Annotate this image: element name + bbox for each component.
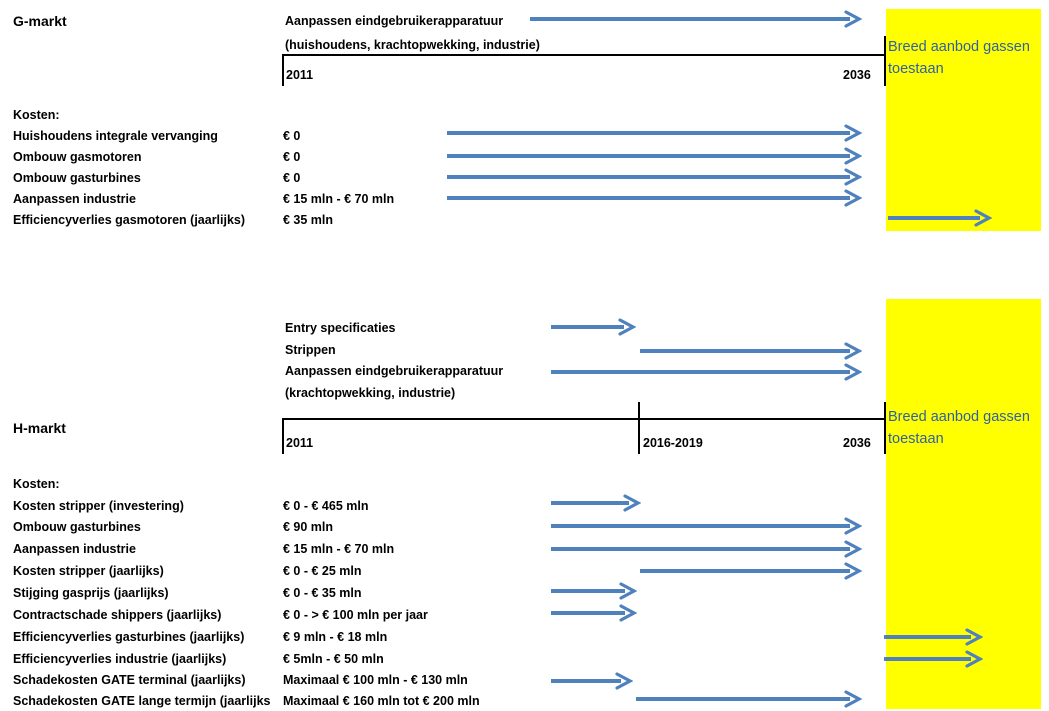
g-cost-value: € 35 mln bbox=[283, 213, 334, 227]
g-market-timeline-start-tick bbox=[282, 54, 284, 86]
g-cost-value: € 0 bbox=[283, 171, 301, 185]
arrow-shaft bbox=[447, 175, 850, 179]
h-cost-label: Schadekosten GATE lange termijn (jaarlij… bbox=[13, 694, 271, 708]
arrow-shaft bbox=[447, 131, 850, 135]
arrow-shaft bbox=[551, 524, 850, 528]
arrow-head-icon bbox=[844, 168, 862, 186]
arrow-head-icon bbox=[844, 363, 862, 381]
arrow-shaft bbox=[447, 196, 850, 200]
arrow-shaft bbox=[551, 547, 850, 551]
g-market-year-start: 2011 bbox=[286, 68, 314, 82]
g-cost-label: Efficiencyverlies gasmotoren (jaarlijks) bbox=[13, 213, 246, 227]
h-cost-label: Schadekosten GATE terminal (jaarlijks) bbox=[13, 673, 246, 687]
arrow-head-icon bbox=[844, 124, 862, 142]
arrow-head-icon bbox=[619, 604, 637, 622]
g-cost-label: Ombouw gasturbines bbox=[13, 171, 141, 185]
h-market-year-end: 2036 bbox=[843, 436, 871, 450]
g-market-measure-line2: (huishoudens, krachtopwekking, industrie… bbox=[285, 38, 540, 52]
arrow-shaft bbox=[551, 370, 850, 374]
arrow-shaft bbox=[551, 589, 625, 593]
h-cost-value: € 15 mln - € 70 mln bbox=[283, 542, 395, 556]
arrow-shaft bbox=[551, 501, 629, 505]
h-cost-label: Stijging gasprijs (jaarlijks) bbox=[13, 586, 169, 600]
h-cost-label: Kosten stripper (investering) bbox=[13, 499, 184, 513]
h-market-title: H-markt bbox=[13, 420, 66, 436]
arrow-shaft bbox=[640, 349, 850, 353]
arrow-head-icon bbox=[619, 582, 637, 600]
arrow-shaft bbox=[636, 697, 850, 701]
h-cost-value: € 0 - € 465 mln bbox=[283, 499, 369, 513]
h-measure-aanpassen-detail: (krachtopwekking, industrie) bbox=[285, 386, 456, 400]
h-market-highlight-box bbox=[886, 299, 1041, 709]
h-cost-value: € 90 mln bbox=[283, 520, 334, 534]
arrow-head-icon bbox=[618, 318, 636, 336]
arrow-shaft bbox=[551, 679, 621, 683]
h-cost-label: Efficiencyverlies industrie (jaarlijks) bbox=[13, 652, 227, 666]
h-cost-value: € 0 - € 25 mln bbox=[283, 564, 362, 578]
arrow-head-icon bbox=[615, 672, 633, 690]
h-market-costs-heading: Kosten: bbox=[13, 477, 60, 491]
h-cost-value: € 9 mln - € 18 mln bbox=[283, 630, 388, 644]
g-cost-label: Aanpassen industrie bbox=[13, 192, 136, 206]
g-cost-value: € 0 bbox=[283, 129, 301, 143]
arrow-shaft bbox=[447, 154, 850, 158]
h-cost-label: Aanpassen industrie bbox=[13, 542, 136, 556]
h-measure-aanpassen: Aanpassen eindgebruikerapparatuur bbox=[285, 364, 504, 378]
arrow-shaft bbox=[884, 635, 971, 639]
g-cost-label: Huishoudens integrale vervanging bbox=[13, 129, 218, 143]
arrow-head-icon bbox=[623, 494, 641, 512]
h-measure-strippen: Strippen bbox=[285, 343, 336, 357]
h-measure-entry-specificaties: Entry specificaties bbox=[285, 321, 396, 335]
arrow-shaft bbox=[530, 17, 850, 21]
arrow-head-icon bbox=[844, 690, 862, 708]
g-market-highlight-label-line1: Breed aanbod gassen bbox=[888, 39, 1030, 55]
g-market-title: G-markt bbox=[13, 13, 67, 29]
g-market-highlight-box bbox=[886, 9, 1041, 231]
g-market-year-end: 2036 bbox=[843, 68, 871, 82]
arrow-head-icon bbox=[844, 147, 862, 165]
g-market-highlight-label-line2: toestaan bbox=[888, 61, 944, 77]
h-cost-label: Contractschade shippers (jaarlijks) bbox=[13, 608, 222, 622]
h-market-timeline-mid-tick bbox=[638, 402, 640, 454]
g-cost-value: € 15 mln - € 70 mln bbox=[283, 192, 395, 206]
arrow-shaft bbox=[551, 325, 624, 329]
h-market-timeline-start-tick bbox=[282, 418, 284, 454]
h-cost-value: € 5mln - € 50 mln bbox=[283, 652, 384, 666]
arrow-head-icon bbox=[965, 628, 983, 646]
g-cost-label: Ombouw gasmotoren bbox=[13, 150, 142, 164]
g-market-costs-heading: Kosten: bbox=[13, 108, 60, 122]
arrow-shaft bbox=[884, 657, 971, 661]
g-market-timeline bbox=[282, 54, 886, 56]
arrow-head-icon bbox=[844, 10, 862, 28]
arrow-shaft bbox=[640, 569, 850, 573]
h-market-highlight-label: Breed aanbod gassen toestaan bbox=[888, 406, 1030, 450]
h-cost-value: Maximaal € 100 mln - € 130 mln bbox=[283, 673, 468, 687]
h-cost-label: Efficiencyverlies gasturbines (jaarlijks… bbox=[13, 630, 245, 644]
arrow-shaft bbox=[551, 611, 625, 615]
h-market-timeline-end-tick bbox=[884, 402, 886, 454]
arrow-head-icon bbox=[844, 540, 862, 558]
arrow-head-icon bbox=[844, 342, 862, 360]
arrow-head-icon bbox=[974, 209, 992, 227]
g-cost-value: € 0 bbox=[283, 150, 301, 164]
h-cost-label: Kosten stripper (jaarlijks) bbox=[13, 564, 164, 578]
h-market-year-mid: 2016-2019 bbox=[643, 436, 703, 450]
h-cost-value: Maximaal € 160 mln tot € 200 mln bbox=[283, 694, 480, 708]
h-cost-value: € 0 - > € 100 mln per jaar bbox=[283, 608, 428, 622]
h-market-highlight-label-line2: toestaan bbox=[888, 431, 944, 447]
g-market-measure-line1: Aanpassen eindgebruikerapparatuur bbox=[285, 14, 504, 28]
arrow-head-icon bbox=[844, 189, 862, 207]
g-market-highlight-label: Breed aanbod gassen toestaan bbox=[888, 36, 1030, 80]
h-market-highlight-label-line1: Breed aanbod gassen bbox=[888, 409, 1030, 425]
h-cost-label: Ombouw gasturbines bbox=[13, 520, 141, 534]
arrow-head-icon bbox=[965, 650, 983, 668]
h-cost-value: € 0 - € 35 mln bbox=[283, 586, 362, 600]
h-market-timeline bbox=[282, 418, 886, 420]
arrow-head-icon bbox=[844, 562, 862, 580]
arrow-head-icon bbox=[844, 517, 862, 535]
arrow-shaft bbox=[888, 216, 980, 220]
h-market-year-start: 2011 bbox=[286, 436, 314, 450]
g-market-timeline-end-tick bbox=[884, 36, 886, 86]
